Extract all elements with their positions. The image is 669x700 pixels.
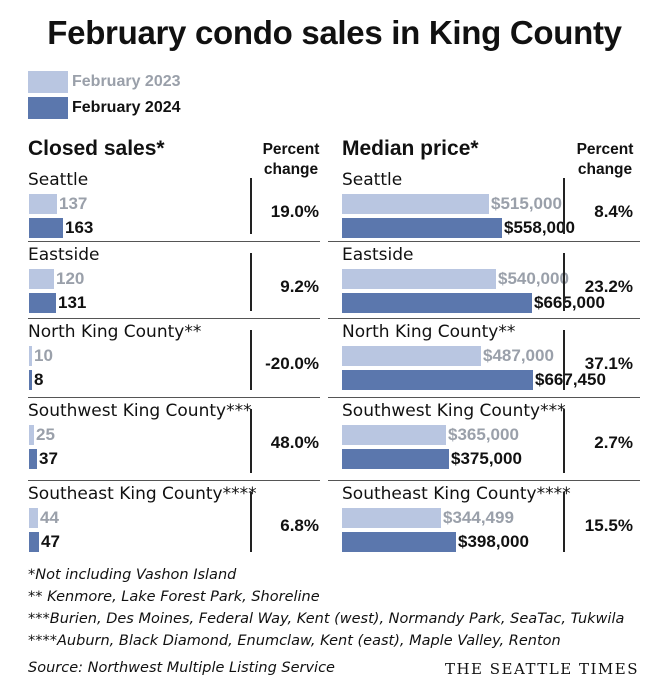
sales-bar-2024: [29, 218, 63, 238]
price-percent-change: 2.7%: [594, 433, 633, 452]
price-region-label: Southwest King County***: [342, 401, 566, 421]
price-bar-2023: [342, 194, 489, 214]
price-bar-2024: [342, 218, 502, 238]
sales-value-2024: 131: [58, 293, 87, 312]
footnote-1: *Not including Vashon Island: [28, 567, 237, 583]
price-value-2023: $540,000: [498, 269, 569, 288]
price-region-label: Seattle: [342, 170, 403, 190]
price-bar-2023: [342, 346, 481, 366]
price-bar-2024: [342, 449, 449, 469]
price-value-2023: $487,000: [483, 346, 554, 365]
sales-value-2023: 10: [34, 346, 53, 365]
price-value-2023: $515,000: [491, 194, 562, 213]
price-value-2024: $398,000: [458, 532, 529, 551]
legend-label-2024: February 2024: [72, 99, 181, 116]
sales-bar-2024: [29, 449, 37, 469]
price-separator: [563, 178, 565, 234]
sales-bar-2023: [29, 194, 57, 214]
sales-separator: [250, 330, 252, 390]
sales-region-label: Southeast King County****: [28, 484, 257, 504]
sales-separator: [250, 253, 252, 311]
sales-value-2024: 8: [34, 370, 44, 389]
sales-separator: [250, 492, 252, 552]
price-value-2023: $344,499: [443, 508, 514, 527]
sales-bar-2023: [29, 346, 32, 366]
price-bar-2024: [342, 370, 533, 390]
price-separator: [563, 409, 565, 473]
sales-region-label: North King County**: [28, 322, 202, 342]
sales-bar-2023: [29, 269, 54, 289]
sales-bar-2024: [29, 293, 56, 313]
price-row-divider: [328, 241, 640, 242]
price-row-divider: [328, 397, 640, 398]
price-bar-2023: [342, 425, 446, 445]
footnote-3: ***Burien, Des Moines, Federal Way, Kent…: [28, 611, 625, 627]
sales-percent-change: 48.0%: [270, 433, 319, 452]
price-row-divider: [328, 480, 640, 481]
sales-separator: [250, 178, 252, 234]
price-bar-2024: [342, 293, 532, 313]
price-region-label: Eastside: [342, 245, 414, 265]
sales-row-divider: [28, 241, 320, 242]
price-percent-change: 37.1%: [584, 354, 633, 373]
price-value-2024: $375,000: [451, 449, 522, 468]
price-separator: [563, 492, 565, 552]
sales-value-2023: 137: [59, 194, 88, 213]
price-separator: [563, 253, 565, 311]
sales-value-2024: 37: [39, 449, 58, 468]
price-value-2024: $667,450: [535, 370, 606, 389]
legend-swatch-2023: [28, 71, 68, 93]
sales-value-2023: 25: [36, 425, 55, 444]
sales-bar-2023: [29, 508, 38, 528]
sales-region-label: Southwest King County***: [28, 401, 252, 421]
sales-separator: [250, 409, 252, 473]
price-region-label: Southeast King County****: [342, 484, 571, 504]
closed-sales-header: Closed sales*: [28, 137, 165, 160]
price-percent-change: 15.5%: [584, 516, 633, 535]
sales-percent-change: 6.8%: [280, 516, 319, 535]
sales-percent-change: 19.0%: [270, 202, 319, 221]
percent-change-header-left: Percent change: [262, 141, 320, 178]
sales-row-divider: [28, 318, 320, 319]
source-note: Source: Northwest Multiple Listing Servi…: [28, 660, 335, 676]
price-percent-change: 23.2%: [584, 277, 633, 296]
sales-bar-2023: [29, 425, 34, 445]
legend-label-2023: February 2023: [72, 73, 181, 90]
price-bar-2023: [342, 508, 441, 528]
sales-value-2023: 120: [56, 269, 85, 288]
percent-change-header-right: Percent change: [576, 141, 634, 178]
sales-bar-2024: [29, 532, 39, 552]
sales-row-divider: [28, 480, 320, 481]
sales-region-label: Seattle: [28, 170, 89, 190]
legend-swatch-2024: [28, 97, 68, 119]
median-price-header: Median price*: [342, 137, 479, 160]
price-bar-2024: [342, 532, 456, 552]
footnote-4: ****Auburn, Black Diamond, Enumclaw, Ken…: [28, 633, 561, 649]
sales-percent-change: 9.2%: [280, 277, 319, 296]
price-percent-change: 8.4%: [594, 202, 633, 221]
footnote-2: ** Kenmore, Lake Forest Park, Shoreline: [28, 589, 320, 605]
brand-logo: THE SEATTLE TIMES: [444, 660, 639, 678]
sales-region-label: Eastside: [28, 245, 100, 265]
price-row-divider: [328, 318, 640, 319]
price-value-2024: $558,000: [504, 218, 575, 237]
sales-value-2023: 44: [40, 508, 59, 527]
price-value-2023: $365,000: [448, 425, 519, 444]
sales-bar-2024: [29, 370, 32, 390]
sales-percent-change: -20.0%: [265, 354, 319, 373]
chart-title: February condo sales in King County: [47, 14, 622, 51]
price-bar-2023: [342, 269, 496, 289]
price-separator: [563, 330, 565, 390]
sales-value-2024: 47: [41, 532, 60, 551]
sales-value-2024: 163: [65, 218, 94, 237]
price-value-2024: $665,000: [534, 293, 605, 312]
price-region-label: North King County**: [342, 322, 516, 342]
sales-row-divider: [28, 397, 320, 398]
